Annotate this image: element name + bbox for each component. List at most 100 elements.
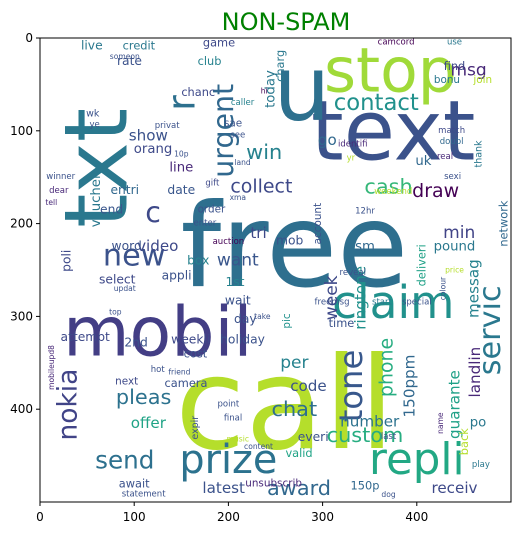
word-camera: camera bbox=[165, 376, 208, 390]
word-repli: repli bbox=[369, 435, 465, 485]
word-entri: entri bbox=[110, 183, 139, 197]
word-new: new bbox=[103, 239, 166, 274]
word-price: price bbox=[445, 266, 464, 275]
word-free: free bbox=[180, 180, 408, 314]
word-tone: tone bbox=[332, 350, 370, 423]
word-10p: 10p bbox=[174, 150, 189, 159]
word-next: next bbox=[115, 375, 138, 387]
word-weekend: weekend bbox=[374, 187, 412, 197]
y-tick-label: 400 bbox=[10, 402, 33, 416]
word-rate: rate bbox=[117, 54, 142, 68]
word-messag: messag bbox=[464, 259, 482, 318]
word-u: u bbox=[273, 37, 330, 142]
word-caller: caller bbox=[231, 98, 255, 108]
word-tell: tell bbox=[45, 198, 57, 207]
word-hi: hi bbox=[261, 86, 268, 95]
word-see: see bbox=[230, 130, 245, 140]
word-end: end bbox=[100, 203, 123, 217]
word-phone: phone bbox=[376, 338, 398, 397]
word-contact: contact bbox=[334, 90, 419, 116]
word-line: line bbox=[169, 160, 193, 175]
word-c: c bbox=[145, 196, 161, 229]
word-enter: enter bbox=[193, 219, 216, 229]
word-offer: offer bbox=[131, 414, 167, 432]
word-sae: sae bbox=[224, 117, 242, 129]
word-await: await bbox=[119, 476, 150, 490]
x-tick-label: 400 bbox=[405, 510, 428, 524]
word-chat: chat bbox=[272, 397, 318, 421]
word-find: find bbox=[444, 59, 466, 73]
word-game: game bbox=[203, 36, 235, 50]
word-appli: appli bbox=[162, 269, 192, 283]
word-deliveri: deliveri bbox=[415, 244, 429, 286]
y-tick-label: 200 bbox=[10, 217, 33, 231]
word-match: match bbox=[438, 126, 465, 136]
word-land: land bbox=[234, 158, 251, 167]
word-stop: stop bbox=[324, 34, 457, 106]
word-yr: yr bbox=[347, 154, 356, 164]
y-tick-label: 0 bbox=[25, 31, 33, 45]
word-xma: xma bbox=[230, 193, 246, 202]
word-live: live bbox=[81, 38, 103, 52]
word-back: back bbox=[457, 428, 471, 455]
word-someon: someon bbox=[110, 52, 140, 61]
word-charg: charg bbox=[273, 50, 287, 82]
word-time: time bbox=[329, 316, 355, 330]
word-order: order bbox=[198, 204, 226, 216]
word-r: r bbox=[159, 95, 203, 111]
y-tick-label: 300 bbox=[10, 309, 33, 323]
y-axis: 0 100 200 300 400 bbox=[10, 31, 40, 416]
word-today: today bbox=[263, 70, 278, 108]
x-tick-label: 300 bbox=[311, 510, 334, 524]
word-top: top bbox=[109, 307, 122, 316]
word-ringtone: ringtone bbox=[351, 266, 369, 330]
word-uk: uk bbox=[415, 154, 431, 169]
word-gift: gift bbox=[205, 179, 220, 189]
word-poli: poli bbox=[59, 250, 73, 272]
word-thank: thank bbox=[473, 140, 484, 168]
word-statement: statement bbox=[122, 490, 167, 500]
word-urgent: urgent bbox=[207, 84, 240, 178]
word-dog: dog bbox=[381, 490, 395, 499]
word-go: go bbox=[318, 131, 337, 149]
y-tick-label: 100 bbox=[10, 124, 33, 138]
word-valid: valid bbox=[285, 446, 312, 460]
word-holiday: holiday bbox=[220, 333, 265, 347]
word-prize: prize bbox=[179, 437, 277, 483]
plot-frame bbox=[39, 37, 512, 503]
word-collect: collect bbox=[230, 175, 292, 197]
word-colour: colour bbox=[439, 276, 448, 300]
word-take: take bbox=[254, 312, 271, 321]
word-pic: pic bbox=[281, 313, 293, 328]
word-point: point bbox=[218, 400, 240, 410]
word-min: min bbox=[443, 223, 475, 243]
word-code: code bbox=[290, 377, 327, 395]
word-account: account bbox=[312, 203, 324, 244]
word-camcord: camcord bbox=[378, 38, 415, 48]
word-sm: sm bbox=[355, 239, 375, 254]
word-draw: draw bbox=[412, 180, 459, 202]
word-unsubscrib: unsubscrib bbox=[245, 477, 302, 489]
word-real: real bbox=[437, 152, 453, 162]
word-per: per bbox=[280, 353, 308, 373]
word-credit: credit bbox=[123, 38, 156, 52]
word-claim: claim bbox=[332, 276, 454, 329]
word-nokia: nokia bbox=[53, 369, 84, 441]
word-receiv: receiv bbox=[431, 479, 477, 497]
word-bonu: bonu bbox=[434, 74, 460, 86]
word-final: final bbox=[224, 413, 242, 423]
word-privat: privat bbox=[155, 121, 181, 131]
word-auction: auction bbox=[213, 237, 245, 247]
word-start: start bbox=[372, 297, 392, 307]
word-show: show bbox=[129, 126, 168, 144]
word-po: po bbox=[470, 416, 487, 431]
word-day: day bbox=[234, 312, 257, 326]
word-txt: txt bbox=[46, 108, 148, 228]
word-want: want bbox=[217, 251, 259, 271]
word-guarante: guarante bbox=[445, 370, 463, 439]
word-tri: tri bbox=[250, 224, 266, 242]
word-latest: latest bbox=[202, 479, 245, 497]
word-award: award bbox=[267, 476, 331, 500]
